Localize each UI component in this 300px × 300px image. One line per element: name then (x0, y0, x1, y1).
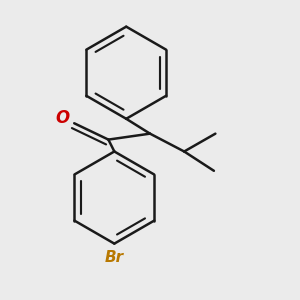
Text: O: O (56, 109, 70, 127)
Text: Br: Br (105, 250, 124, 265)
